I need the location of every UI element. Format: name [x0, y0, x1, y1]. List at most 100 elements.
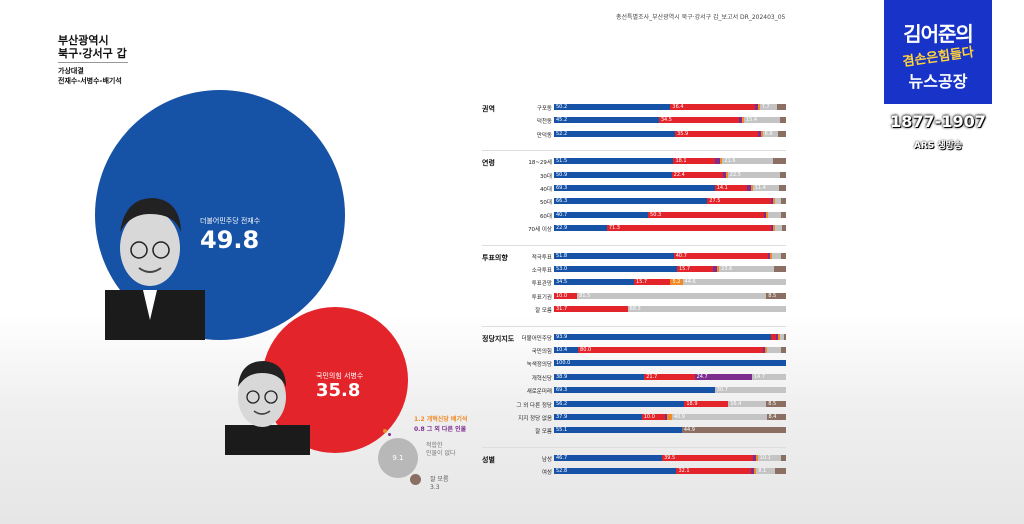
region-line1: 부산광역시: [58, 34, 109, 47]
undecided-bubble: 9.1: [378, 438, 418, 478]
row-label: 18~29세: [528, 160, 552, 167]
bar-segment: [781, 252, 786, 259]
bar-segment: 93.9: [554, 333, 772, 340]
matchup-line2: 전재수-서병수-배기석: [58, 77, 122, 85]
bar-segment: 15.7: [676, 266, 714, 272]
bar-segment: 44.6: [682, 279, 786, 286]
row-label: 국민의힘: [531, 349, 552, 355]
bar-segment: [765, 347, 768, 353]
bar-segment: [716, 266, 720, 272]
stacked-bar: 22.9 71.3: [554, 225, 786, 232]
row-label: 잘 모름: [535, 308, 552, 315]
undecided-label: 적합한 인물이 없다: [426, 442, 456, 457]
bar-segment: [772, 252, 782, 259]
bar-segment: [771, 225, 774, 232]
bar-segment: 8.5: [766, 400, 786, 407]
bar-segment: [753, 468, 757, 475]
stacked-bar: 31.7 68.3: [554, 306, 786, 313]
bar-segment: [771, 333, 776, 340]
stacked-bar: 52.2 35.9 6.8: [554, 130, 787, 137]
stacked-bar: 93.9: [554, 333, 786, 340]
bar-segment: [777, 104, 786, 110]
bar-segment: [779, 117, 786, 124]
bar-segment: 69.3: [554, 185, 715, 191]
group-label: 성별: [482, 455, 495, 464]
red-candidate-value: 35.8: [316, 380, 361, 401]
bar-segment: 39.5: [662, 454, 754, 461]
bar-segment: 8.1: [756, 468, 776, 475]
stacked-bar: 51.8 40.7: [554, 252, 786, 259]
row-label: 소극투표: [531, 268, 552, 274]
bar-segment: [725, 171, 728, 178]
bar-segment: [783, 333, 786, 340]
bar-segment: [779, 185, 786, 191]
bar-segment: [777, 333, 780, 340]
ars-live-label: ARS 생방송: [913, 141, 963, 151]
bar-segment: [754, 104, 758, 110]
row-label: 투표관망: [531, 281, 552, 288]
row-label: 만덕동: [536, 132, 552, 139]
row-label: 30대: [539, 173, 552, 180]
row-label: 적극투표: [531, 254, 552, 261]
region-line2: 북구·강서구 갑: [58, 47, 127, 60]
stacked-bar: 37.9 10.0 40.9 8.4: [554, 414, 786, 420]
stacked-bar: 53.0 15.7 23.6: [554, 266, 786, 272]
bar-segment: [773, 225, 776, 232]
bar-segment: 10.0: [641, 414, 665, 420]
bar-segment: [723, 171, 726, 178]
bar-segment: 21.6: [722, 158, 773, 165]
stacked-bar: 46.7 39.5 10.1: [554, 454, 787, 461]
stacked-bar: 10.0 81.5 8.5: [554, 292, 786, 299]
group-label: 투표의향: [482, 253, 508, 262]
bar-segment: [782, 225, 786, 232]
bar-segment: 7.7: [759, 104, 778, 110]
bar-segment: [747, 185, 751, 191]
bar-segment: 24.7: [694, 373, 752, 380]
bar-segment: [775, 198, 782, 205]
stacked-bar: 34.5 15.7 5.2 44.6: [554, 279, 786, 286]
bar-segment: 14.7: [751, 373, 786, 380]
bar-segment: [750, 468, 754, 475]
bar-segment: 51.8: [554, 252, 674, 259]
bar-segment: [713, 266, 717, 272]
bar-segment: 52.8: [554, 468, 677, 475]
bar-segment: [781, 347, 786, 353]
bar-segment: 40.7: [554, 211, 649, 218]
stacked-bar: 55.1 44.9: [554, 427, 786, 434]
row-label: 녹색정의당: [526, 362, 552, 369]
row-label: 개혁신당: [531, 375, 552, 382]
bar-segment: [770, 252, 773, 259]
matchup-line1: 가상대결: [58, 67, 84, 75]
bar-segment: [741, 117, 744, 124]
bar-segment: 16.4: [728, 400, 767, 407]
bar-segment: [750, 185, 753, 191]
bar-segment: 10.0: [554, 292, 578, 299]
group-label: 정당지지도: [482, 334, 515, 343]
matchup-subtitle: 가상대결 전재수-서병수-배기석: [58, 66, 122, 86]
other-person-label: 0.8 그 외 다른 인물: [414, 426, 467, 433]
bar-segment: [773, 198, 776, 205]
bar-segment: [775, 225, 783, 232]
row-label: 남성: [541, 456, 552, 463]
dunno-text: 잘 모름: [430, 476, 449, 483]
bar-segment: [758, 130, 761, 137]
bar-segment: [775, 468, 786, 475]
bar-segment: [772, 158, 786, 165]
bar-segment: 18.9: [684, 400, 729, 407]
bar-segment: [767, 347, 782, 353]
red-candidate-photo: [225, 361, 310, 455]
logo-line1: 김어준의: [903, 22, 974, 46]
bar-segment: 100.0: [554, 360, 786, 367]
bar-segment: [757, 104, 760, 110]
bar-segment: 15.7: [634, 279, 671, 286]
blue-candidate-value: 49.8: [200, 226, 260, 254]
dunno-label: 잘 모름 3.3: [430, 476, 448, 492]
bar-segment: [767, 252, 771, 259]
logo-line3: 뉴스공장: [908, 72, 968, 91]
bar-segment: 27.5: [707, 198, 771, 205]
bar-segment: 44.9: [681, 427, 786, 434]
group-label: 권역: [482, 105, 495, 113]
bar-segment: 38.9: [554, 373, 645, 380]
bar-segment: 68.3: [627, 306, 786, 313]
stacked-bar: 51.5 18.1 21.6: [554, 158, 786, 165]
